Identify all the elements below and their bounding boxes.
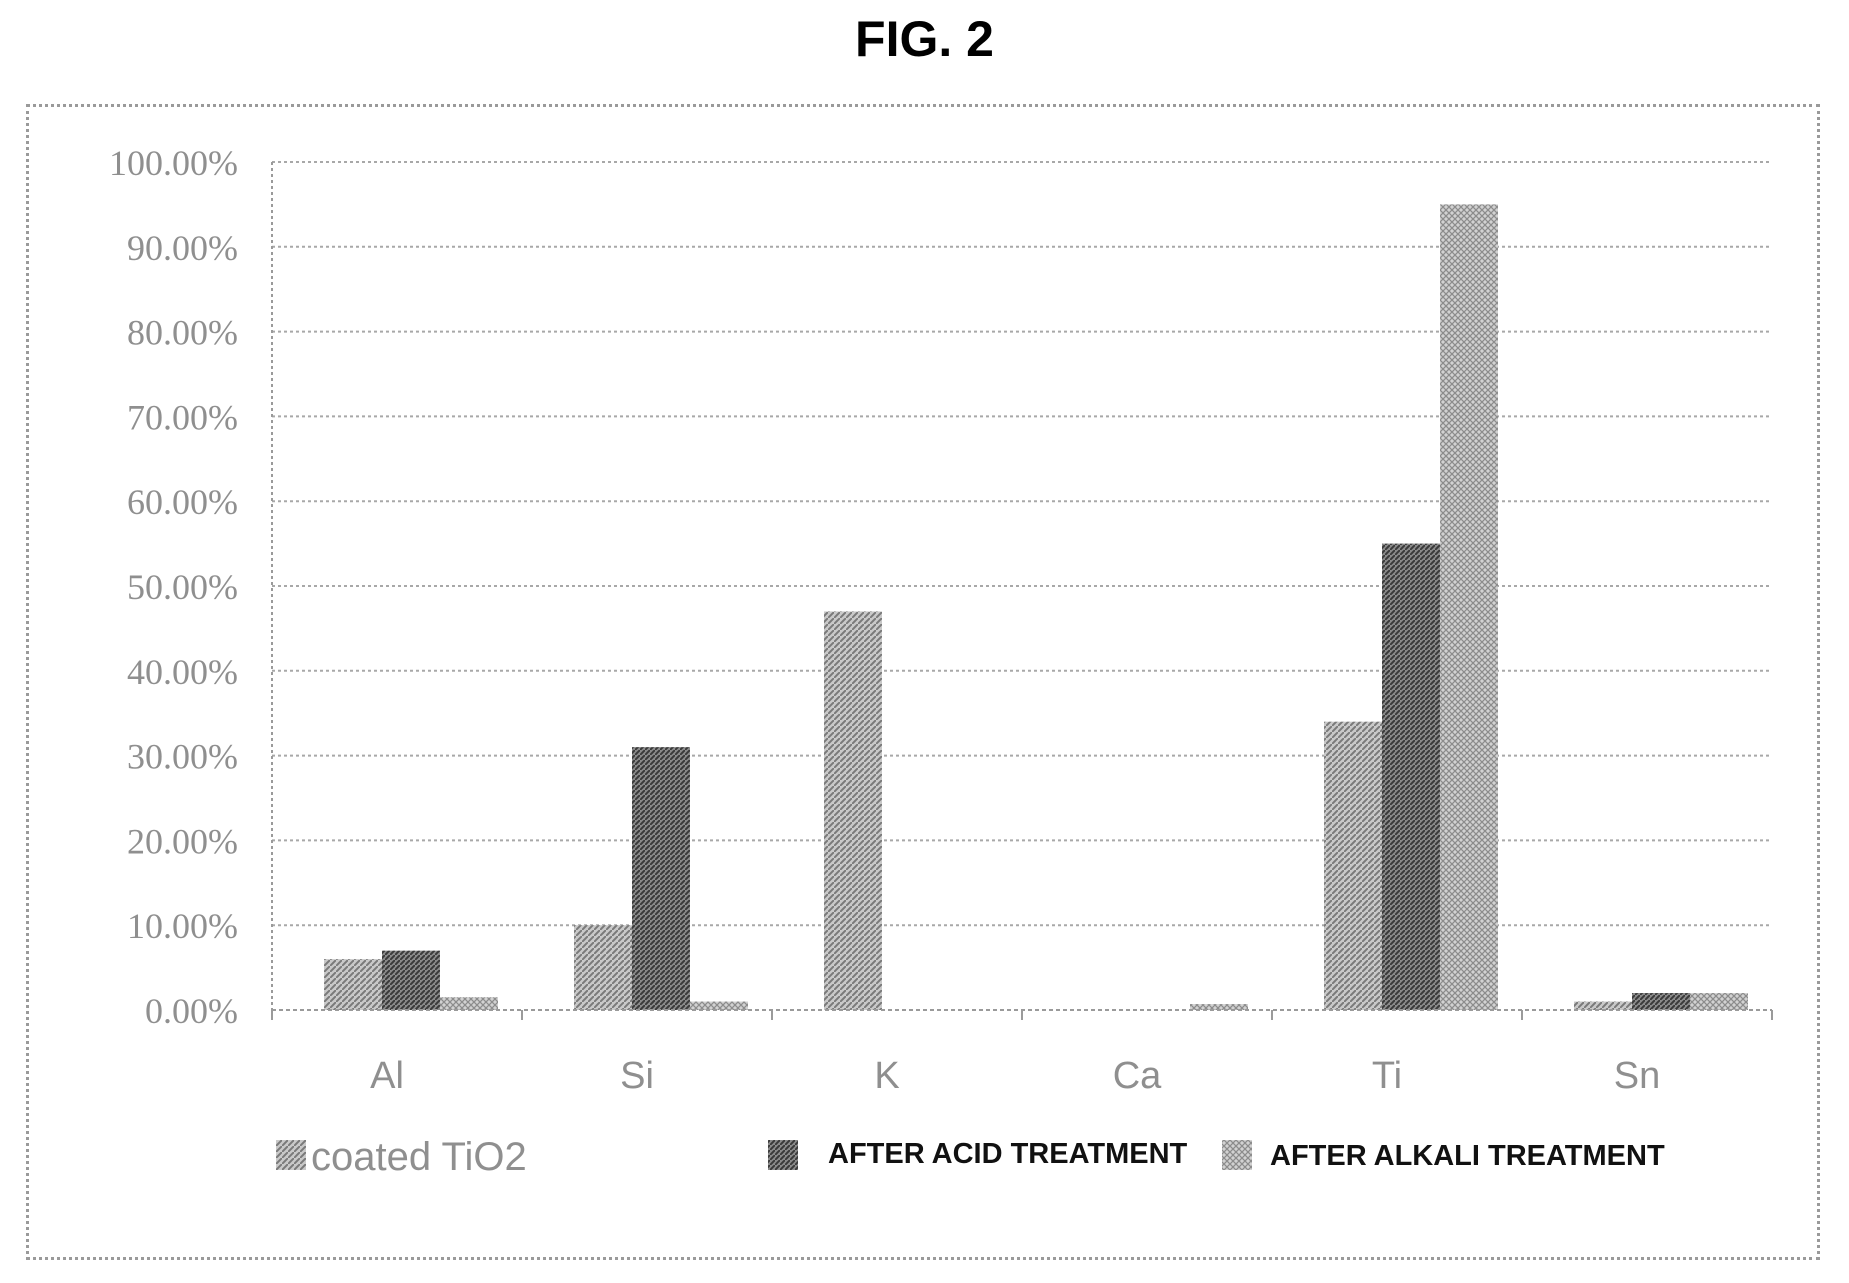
gridlines	[272, 161, 1772, 927]
legend-swatch-series-2	[768, 1140, 798, 1170]
legend-label-series-2: AFTER ACID TREATMENT	[828, 1138, 1188, 1170]
y-tick-label: 10.00%	[127, 906, 238, 946]
bar-ca-series-3	[1190, 1004, 1248, 1010]
bar-sn-series-3	[1690, 993, 1748, 1010]
bar-al-series-2	[382, 950, 440, 1010]
y-tick-label: 0.00%	[145, 991, 238, 1031]
figure-title: FIG. 2	[855, 11, 994, 67]
x-axis	[271, 162, 1773, 1020]
bar-al-series-1	[324, 959, 382, 1010]
y-tick-label: 100.00%	[109, 143, 238, 183]
y-tick-label: 50.00%	[127, 567, 238, 607]
legend: coated TiO2 AFTER ACID TREATMENT AFTER ALK…	[276, 1135, 1665, 1179]
x-tick-label: Sn	[1614, 1055, 1660, 1097]
legend-swatch-series-1	[276, 1140, 306, 1170]
y-tick-label: 70.00%	[127, 397, 238, 437]
bar-ti-series-1	[1324, 721, 1382, 1010]
y-tick-label: 30.00%	[127, 737, 238, 777]
bar-si-series-1	[574, 925, 632, 1010]
bar-si-series-3	[690, 1001, 748, 1010]
x-tick-label: Ca	[1113, 1055, 1162, 1097]
bar-al-series-3	[440, 997, 498, 1010]
bar-sn-series-1	[1574, 1001, 1632, 1010]
bars	[324, 204, 1748, 1010]
bar-sn-series-2	[1632, 993, 1690, 1010]
bar-ti-series-3	[1440, 204, 1498, 1010]
legend-label-series-3: AFTER ALKALI TREATMENT	[1270, 1140, 1665, 1172]
x-tick-label: Al	[370, 1055, 404, 1097]
bar-si-series-2	[632, 747, 690, 1010]
x-tick-label: Si	[620, 1055, 654, 1097]
bar-k-series-1	[824, 611, 882, 1010]
bar-ti-series-2	[1382, 543, 1440, 1010]
chart-frame	[26, 104, 1820, 1260]
y-tick-label: 80.00%	[127, 313, 238, 353]
x-axis-ticks: Al Si K Ca Ti Sn	[370, 1055, 1660, 1097]
y-axis-ticks: 0.00% 10.00% 20.00% 30.00% 40.00% 50.00% 60.00…	[109, 143, 238, 1031]
y-tick-label: 60.00%	[127, 482, 238, 522]
x-tick-label: Ti	[1372, 1055, 1402, 1097]
y-tick-label: 20.00%	[127, 821, 238, 861]
legend-swatch-series-3	[1222, 1140, 1252, 1170]
x-tick-label: K	[874, 1055, 899, 1097]
y-tick-label: 40.00%	[127, 652, 238, 692]
y-tick-label: 90.00%	[127, 228, 238, 268]
legend-label-series-1: coated TiO2	[311, 1135, 527, 1179]
